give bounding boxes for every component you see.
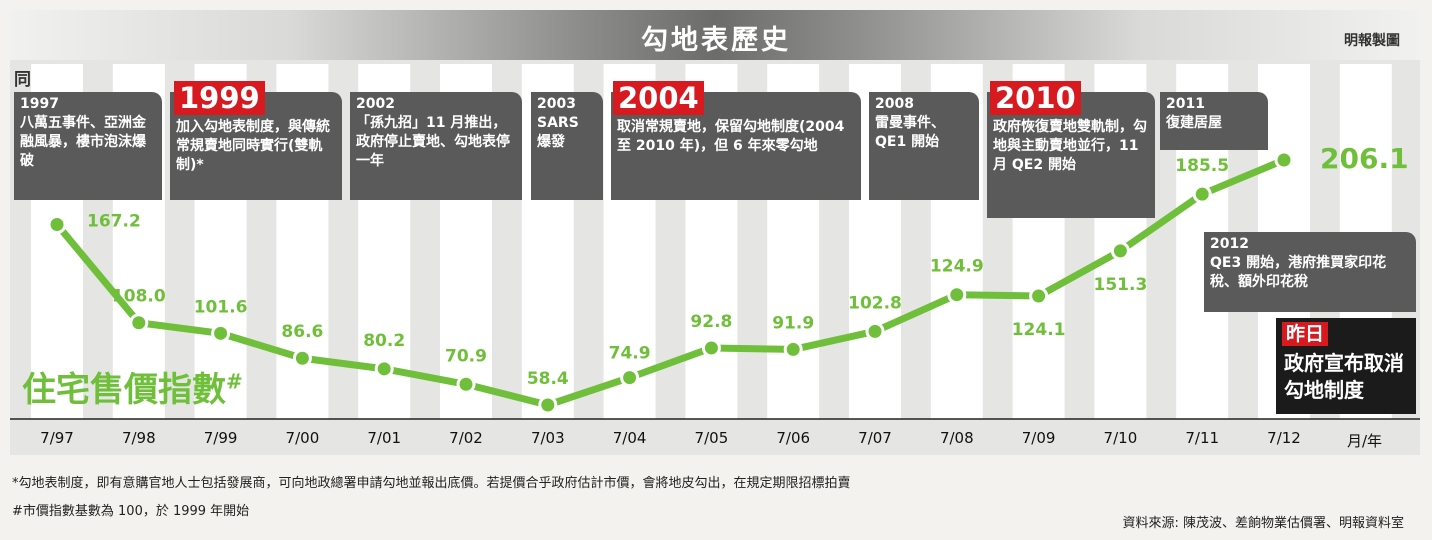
data-point [47,215,67,235]
x-tick-label: 7/02 [449,429,483,447]
data-label: 108.0 [112,287,166,307]
data-point [1029,286,1049,306]
x-tick-label: 7/01 [367,429,401,447]
x-tick-label: 7/09 [1022,429,1056,447]
x-tick-label: 7/03 [531,429,565,447]
data-point [1110,241,1130,261]
data-label: 70.9 [445,346,487,366]
x-tick-label: 7/06 [776,429,810,447]
credit-label: 明報製圖 [1344,33,1400,49]
x-axis-unit: 月/年 [1347,432,1383,450]
data-point [783,339,803,359]
event-2008: 2008 雷曼事件、QE1 開始 [869,92,979,200]
x-tick-label: 7/00 [286,429,320,447]
event-2003: 2003 SARS 爆發 [531,92,603,200]
x-tick-label: 7/97 [40,429,74,447]
footnote-land-application: *勾地表制度，即有意購官地人士包括發展商，可向地政總署申請勾地並報出底價。若提價… [12,476,851,491]
data-label: 124.9 [930,257,984,277]
event-2010-year-badge: 2010 [990,81,1081,115]
source-credit: 資料來源: 陳茂波、差餉物業估價署、明報資料室 [1122,516,1404,531]
series-line [54,156,1286,409]
x-tick-label: 7/08 [940,429,974,447]
footnote-index-base: #市價指數基數為 100，於 1999 年開始 [12,504,250,519]
data-point [947,285,967,305]
x-tick-label: 7/98 [122,429,156,447]
x-tick-label: 7/12 [1267,429,1301,447]
data-label: 86.6 [281,322,323,342]
data-label: 92.8 [690,312,732,332]
event-1999-year-badge: 1999 [174,81,265,115]
data-point [292,348,312,368]
x-tick-label: 7/99 [204,429,238,447]
data-label: 206.1 [1320,142,1409,175]
data-label: 74.9 [609,344,651,364]
event-1997: 1997 八萬五事件、亞洲金融風暴，樓市泡沫爆破 [14,92,162,200]
news-badge: 昨日 [1282,322,1329,346]
data-label: 101.6 [194,297,248,317]
data-label: 80.2 [363,331,405,351]
data-label: 58.4 [527,369,569,389]
event-2004: 取消常規賣地，保留勾地制度(2004 至 2010 年)，但 6 年來零勾地 [611,92,861,200]
chart-title: 勾地表歷史 [641,25,791,56]
x-tick-label: 7/10 [1104,429,1138,447]
data-label: 185.5 [1175,156,1229,176]
data-point [865,321,885,341]
data-point [1192,184,1212,204]
data-point [701,338,721,358]
x-tick-label: 7/05 [695,429,729,447]
event-2012: 2012 QE3 開始，港府推買家印花稅、額外印花稅 [1204,232,1416,312]
data-point [374,359,394,379]
data-label: 91.9 [772,313,814,333]
title-bar [10,10,1420,60]
news-box: 昨日 政府宣布取消勾地制度 [1276,318,1416,414]
data-point [620,368,640,388]
data-label: 124.1 [1012,320,1066,340]
data-point [456,374,476,394]
x-tick-label: 7/07 [858,429,892,447]
x-tick-label: 7/11 [1185,429,1219,447]
data-point [211,323,231,343]
data-label: 151.3 [1094,275,1148,295]
news-text: 政府宣布取消勾地制度 [1284,351,1404,402]
event-2011: 2011 復建居屋 [1160,92,1268,150]
data-point [538,395,558,415]
data-point [129,313,149,333]
data-label: 167.2 [87,212,141,232]
data-point [1274,150,1294,170]
x-axis-band [10,419,1420,455]
series-label: 住宅售價指數# [22,369,243,410]
event-2002: 2002 「孫九招」11 月推出，政府停止賣地、勾地表停一年 [350,92,522,200]
x-tick-label: 7/04 [613,429,647,447]
event-2004-year-badge: 2004 [613,81,704,115]
data-label: 102.8 [848,293,902,313]
